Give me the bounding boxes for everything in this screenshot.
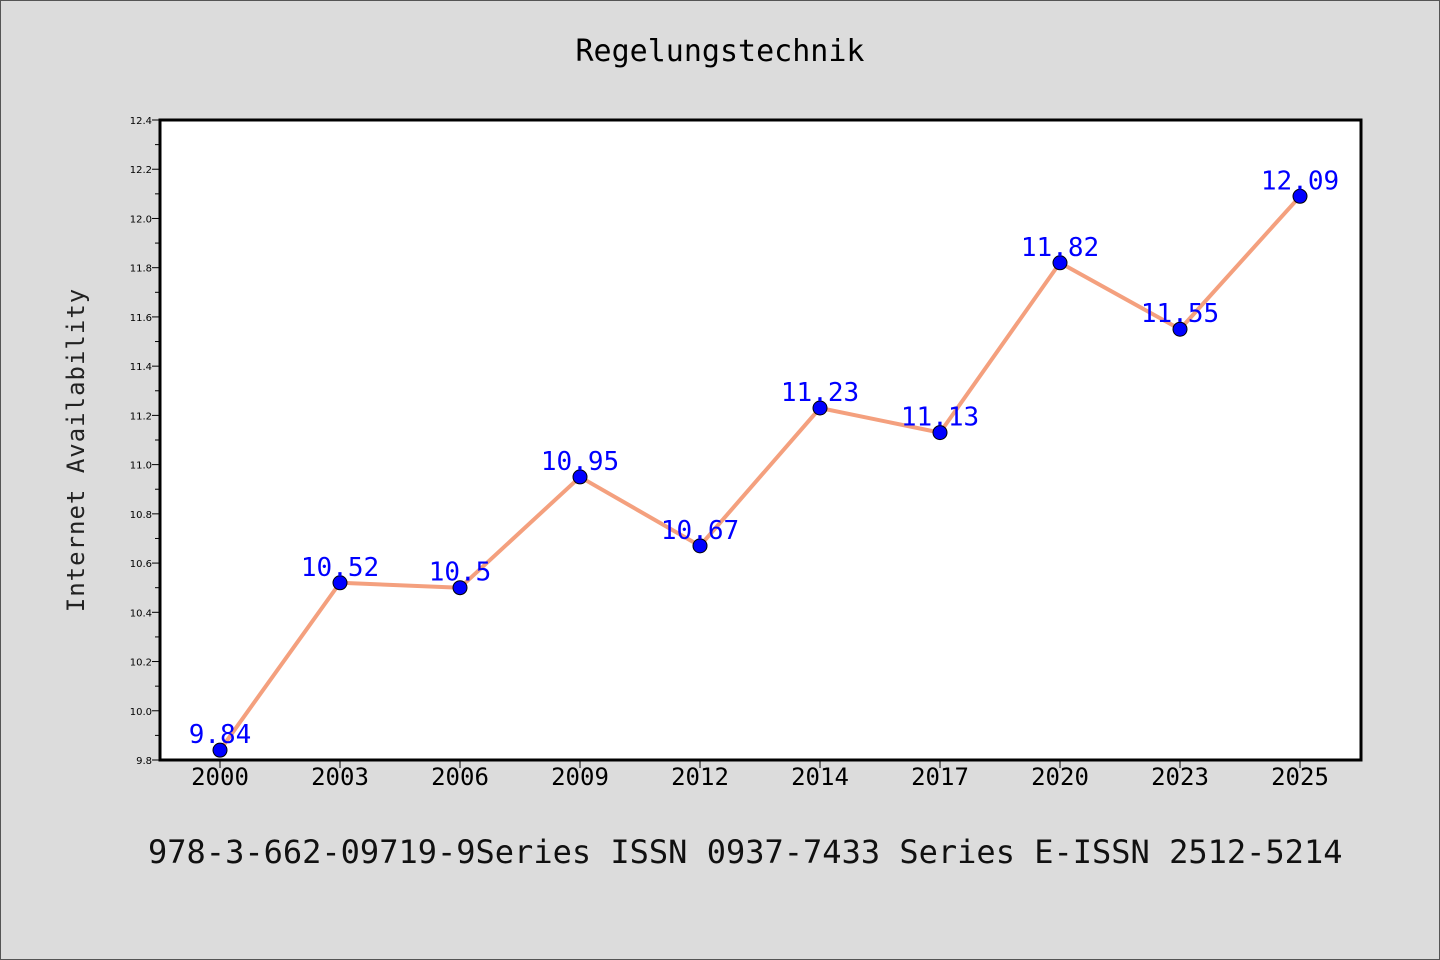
- x-tick-label: 2017: [911, 763, 969, 791]
- x-tick-label: 2003: [311, 763, 369, 791]
- data-label: 9.84: [189, 720, 252, 750]
- data-point: [1292, 188, 1308, 204]
- data-label: 11.82: [1021, 233, 1099, 263]
- data-label: 10.67: [661, 516, 739, 546]
- y-tick-label: 11.0: [130, 461, 152, 472]
- data-point: [692, 538, 708, 554]
- y-tick-label: 10.2: [130, 658, 152, 669]
- data-label: 11.23: [781, 378, 859, 408]
- data-point: [452, 580, 468, 596]
- y-tick-label: 9.8: [136, 756, 152, 767]
- y-tick-label: 12.4: [130, 116, 152, 127]
- y-tick-label: 10.0: [130, 707, 152, 718]
- x-tick-label: 2025: [1271, 763, 1329, 791]
- data-label: 11.55: [1141, 299, 1219, 329]
- data-point: [332, 575, 348, 591]
- x-tick-label: 2009: [551, 763, 609, 791]
- plot-area: [158, 118, 1363, 762]
- y-tick-label: 12.2: [130, 165, 152, 176]
- data-point: [932, 425, 948, 441]
- x-tick-label: 2020: [1031, 763, 1089, 791]
- data-label: 10.52: [301, 553, 379, 583]
- x-tick-label: 2000: [191, 763, 249, 791]
- y-tick-label: 11.6: [130, 313, 152, 324]
- chart-title: Regelungstechnik: [575, 34, 865, 69]
- data-label: 10.95: [541, 447, 619, 477]
- y-tick-label: 10.6: [130, 559, 152, 570]
- data-point: [1052, 255, 1068, 271]
- series-line: [218, 194, 1302, 752]
- y-tick-label: 11.2: [130, 411, 152, 422]
- x-tick-label: 2006: [431, 763, 489, 791]
- x-tick-label: 2023: [1151, 763, 1209, 791]
- y-tick-label: 10.8: [130, 510, 152, 521]
- y-tick-label: 12.0: [130, 214, 152, 225]
- y-tick-label: 11.4: [130, 362, 152, 373]
- footer-isbn-text: 978-3-662-09719-9Series ISSN 0937-7433 S…: [148, 833, 1343, 871]
- x-tick-label: 2012: [671, 763, 729, 791]
- y-tick-label: 11.8: [130, 264, 152, 275]
- data-label: 12.09: [1261, 166, 1339, 196]
- data-point: [572, 469, 588, 485]
- data-point: [212, 742, 228, 758]
- y-tick-label: 10.4: [130, 608, 152, 619]
- data-point: [812, 400, 828, 416]
- data-label: 10.5: [429, 558, 492, 588]
- x-tick-label: 2014: [791, 763, 849, 791]
- data-label: 11.13: [901, 403, 979, 433]
- data-point: [1172, 321, 1188, 337]
